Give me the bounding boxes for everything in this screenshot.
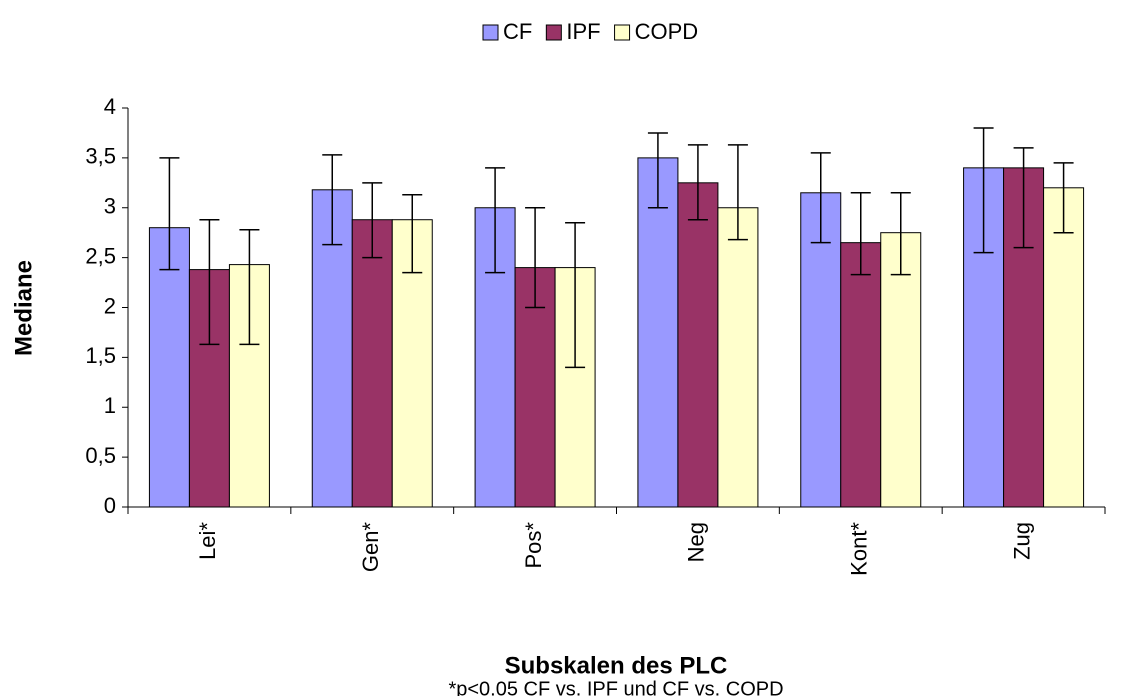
x-tick-label: Pos* bbox=[521, 522, 546, 569]
bar bbox=[840, 242, 882, 508]
y-tick-label: 0,5 bbox=[85, 443, 116, 468]
y-tick-label: 0 bbox=[104, 493, 116, 518]
bar bbox=[637, 157, 679, 508]
legend-label: CF bbox=[503, 19, 532, 44]
legend-swatch bbox=[545, 24, 562, 41]
x-tick-label: Zug bbox=[1009, 522, 1034, 560]
x-axis-title: Subskalen des PLC bbox=[505, 652, 728, 679]
bar bbox=[351, 219, 393, 508]
legend-swatch bbox=[614, 24, 631, 41]
legend-swatch bbox=[482, 24, 499, 41]
y-tick-label: 2,5 bbox=[85, 243, 116, 268]
y-tick-label: 3,5 bbox=[85, 144, 116, 169]
bar bbox=[880, 232, 922, 508]
bar bbox=[1043, 187, 1085, 508]
y-tick-label: 1 bbox=[104, 393, 116, 418]
legend-label: COPD bbox=[635, 19, 699, 44]
bar bbox=[717, 207, 759, 508]
y-tick-label: 4 bbox=[104, 94, 116, 119]
x-tick-label: Kont* bbox=[847, 522, 872, 576]
x-tick-label: Neg bbox=[684, 522, 709, 562]
x-tick-label: Gen* bbox=[358, 522, 383, 573]
legend-label: IPF bbox=[566, 19, 600, 44]
x-tick-label: Lei* bbox=[195, 522, 220, 560]
y-tick-label: 2 bbox=[104, 293, 116, 318]
annotation: *p<0.05 CF vs. IPF und CF vs. COPD bbox=[448, 678, 783, 696]
y-tick-label: 3 bbox=[104, 194, 116, 219]
bar bbox=[677, 182, 719, 508]
y-axis-title: Mediane bbox=[10, 260, 37, 356]
y-tick-label: 1,5 bbox=[85, 343, 116, 368]
